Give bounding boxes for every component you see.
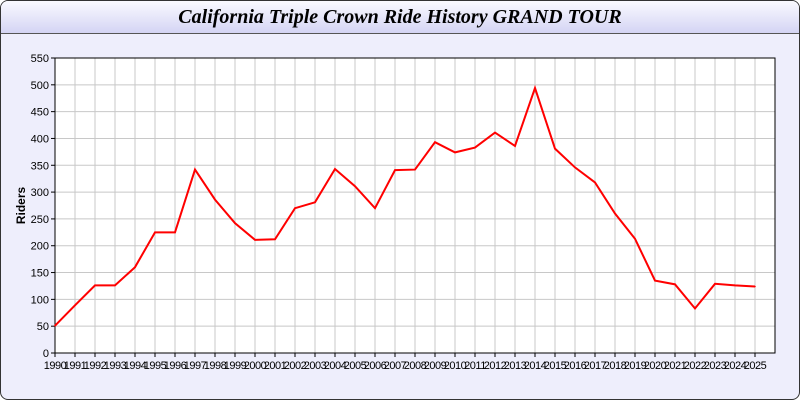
x-tick-label: 2011 [464,360,486,372]
plot-border [54,57,776,354]
x-tick-label: 2005 [344,360,367,372]
x-tick-label: 2023 [704,360,727,372]
x-tick-label: 2017 [584,360,607,372]
x-tick-label: 1998 [204,360,227,372]
data-point [594,181,596,184]
y-tick-label: 500 [31,80,49,92]
x-tick-label: 2001 [264,360,287,372]
data-point [454,151,456,154]
title-bar: California Triple Crown Ride History GRA… [1,1,799,34]
y-tick-label: 0 [43,348,49,360]
x-tick-label: 2006 [364,360,387,372]
y-axis-label: Riders [14,187,28,225]
data-point [94,284,96,287]
data-point [234,222,236,224]
data-point [694,307,696,310]
x-tick-label: 1997 [184,360,207,372]
data-point [434,141,436,144]
data-point [514,145,516,147]
x-tick-label: 2003 [304,360,327,372]
series-line [54,84,756,327]
data-point [194,168,196,171]
data-point [654,279,656,282]
x-tick-label: 2015 [544,360,567,372]
x-tick-label: 1993 [104,360,127,372]
x-tick-label: 2019 [624,360,647,372]
x-tick-label: 2016 [564,360,587,372]
data-point [474,146,476,149]
x-tick-label: 2025 [744,360,767,372]
x-tick-label: 1994 [124,360,147,372]
x-tick-label: 1992 [84,360,107,372]
data-point [494,131,496,134]
x-tick-label: 2008 [404,360,427,372]
x-tick-label: 2009 [424,360,447,372]
x-tick-label: 1999 [224,360,247,372]
data-point [334,168,336,170]
data-point [114,284,116,287]
x-tick-label: 2004 [324,360,347,372]
data-point [614,212,616,215]
data-point [294,207,296,209]
data-point [134,266,136,268]
y-tick-label: 250 [31,214,49,226]
y-tick-label: 350 [31,160,49,172]
data-point [274,238,276,241]
y-tick-label: 300 [31,187,49,199]
data-point [554,147,556,150]
data-point [674,283,676,286]
data-point [154,231,156,234]
x-tick-label: 1995 [144,360,167,372]
data-point [414,168,416,171]
data-point [354,185,356,187]
data-point [534,87,536,89]
x-tick-label: 1991 [64,360,87,372]
y-tick-label: 550 [31,53,49,65]
data-point [254,239,256,241]
data-point [574,166,576,169]
x-tick-label: 2022 [684,360,707,372]
y-tick-label: 400 [31,133,49,145]
data-point [714,283,716,285]
x-tick-label: 2021 [664,360,687,372]
data-point [374,207,376,209]
x-tick-label: 2000 [244,360,267,372]
data-point [314,201,316,204]
x-tick-label: 1996 [164,360,187,372]
y-tick-label: 450 [31,107,49,119]
chart-title: California Triple Crown Ride History GRA… [178,6,622,28]
data-point [634,237,636,240]
data-point [74,304,76,307]
x-tick-label: 2013 [504,360,527,372]
data-point [214,198,216,201]
y-tick-label: 150 [31,268,49,280]
y-tick-label: 100 [31,294,49,306]
x-tick-label: 2010 [444,360,467,372]
x-tick-label: 2024 [724,360,747,372]
data-point [394,169,396,171]
x-tick-label: 2018 [604,360,627,372]
data-point [54,324,56,327]
data-point [734,284,736,287]
data-point [174,231,176,234]
x-tick-label: 2014 [524,360,547,372]
x-tick-label: 2020 [644,360,667,372]
y-tick-label: 50 [37,321,49,333]
x-tick-label: 2012 [484,360,507,372]
x-tick-label: 2002 [284,360,307,372]
x-tick-label: 2007 [384,360,407,372]
x-tick-label: 1990 [44,360,67,372]
data-point [754,285,756,288]
y-tick-label: 200 [31,241,49,253]
